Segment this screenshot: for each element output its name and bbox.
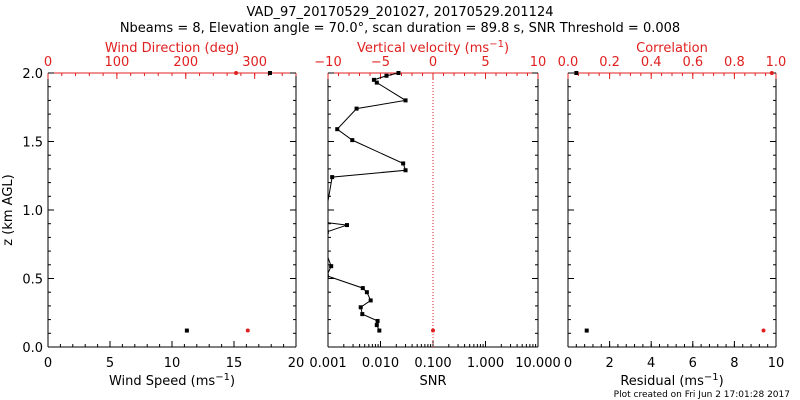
data-point-snr (344, 223, 349, 228)
top-tick-label: −5 (371, 55, 390, 70)
data-point-residual (574, 71, 579, 75)
data-point-snr (358, 305, 363, 310)
x-tick-label: 0.010 (362, 356, 399, 371)
top-tick-label: 0.4 (641, 55, 662, 70)
data-point-snr (360, 312, 365, 317)
top-axis-label: Vertical velocity (ms−1) (357, 39, 509, 56)
data-point-snr (350, 138, 355, 143)
y-tick-label: 1.5 (22, 136, 43, 151)
data-point-residual (584, 328, 589, 333)
data-point-wind-direction (234, 71, 239, 75)
data-point-snr (396, 71, 401, 75)
data-point-wind-speed (267, 71, 272, 75)
data-point-snr (364, 290, 369, 295)
top-axis-label: Wind Direction (deg) (105, 41, 239, 56)
x-tick-label: 6 (689, 356, 697, 371)
top-tick-label: 0 (44, 55, 52, 70)
x-tick-label: 8 (730, 356, 738, 371)
x-tick-label: 10 (164, 356, 181, 371)
top-tick-label: 300 (242, 55, 267, 70)
x-tick-label: 20 (288, 356, 305, 371)
data-point-snr (401, 161, 406, 166)
data-point-snr (330, 175, 335, 180)
x-axis-label: SNR (419, 374, 446, 389)
x-tick-label: 0.001 (309, 356, 346, 371)
data-point-correlation (769, 71, 774, 75)
plot-footer: Plot created on Fri Jun 2 17:01:28 2017 (614, 390, 790, 400)
top-tick-label: 10 (530, 55, 547, 70)
panel-residual-marks (574, 71, 774, 333)
data-point-snr (328, 273, 329, 278)
data-point-vertical-velocity (431, 328, 435, 333)
top-tick-label: 100 (104, 55, 129, 70)
top-tick-label: −10 (314, 55, 341, 70)
x-tick-label: 0 (564, 356, 572, 371)
data-point-snr (324, 249, 328, 253)
data-point-snr (374, 323, 379, 328)
y-tick-label: 0.0 (22, 341, 43, 356)
data-point-snr (324, 241, 328, 245)
x-tick-label: 0 (44, 356, 52, 371)
x-axis-label: Residual (ms−1) (620, 372, 723, 389)
data-point-snr (403, 168, 408, 173)
data-point-snr (360, 286, 365, 291)
top-tick-label: 5 (481, 55, 489, 70)
data-point-snr (403, 98, 408, 103)
x-tick-label: 4 (647, 356, 655, 371)
data-point-wind-speed (184, 328, 189, 333)
panel-vertical-marks (322, 71, 435, 333)
chart-title-line2: Nbeams = 8, Elevation angle = 70.0°, sca… (120, 21, 680, 36)
x-tick-label: 1.000 (467, 356, 504, 371)
top-tick-label: 1.0 (766, 55, 787, 70)
data-point-snr (384, 73, 389, 78)
x-axis-label: Wind Speed (ms−1) (109, 372, 235, 389)
data-point-snr (374, 80, 379, 85)
data-point-correlation (761, 328, 766, 333)
data-point-snr (368, 298, 373, 303)
data-point-snr (371, 77, 376, 82)
y-axis-label: z (km AGL) (1, 174, 16, 245)
y-tick-label: 1.0 (22, 204, 43, 219)
top-tick-label: 0.0 (558, 55, 579, 70)
top-tick-label: 0.2 (599, 55, 620, 70)
data-point-snr (322, 220, 326, 224)
top-tick-label: 0.6 (682, 55, 703, 70)
top-axis-label: Correlation (636, 41, 708, 56)
data-point-snr (335, 127, 340, 132)
top-tick-label: 200 (173, 55, 198, 70)
x-tick-label: 2 (605, 356, 613, 371)
x-tick-label: 5 (106, 356, 114, 371)
x-tick-label: 10 (768, 356, 785, 371)
y-tick-label: 0.5 (22, 273, 43, 288)
x-tick-label: 15 (226, 356, 243, 371)
chart-title-line1: VAD_97_20170529_201027, 20170529.201124 (247, 5, 554, 20)
data-point-wind-direction (245, 328, 250, 333)
data-point-snr (354, 106, 359, 111)
top-tick-label: 0 (429, 55, 437, 70)
x-tick-label: 0.100 (414, 356, 451, 371)
y-tick-label: 2.0 (22, 67, 43, 82)
top-tick-label: 0.8 (724, 55, 745, 70)
x-tick-label: 10.000 (515, 356, 561, 371)
data-point-snr (375, 318, 380, 323)
data-point-snr (329, 264, 334, 269)
data-point-snr (377, 328, 382, 333)
panel-wind-marks (184, 71, 272, 333)
data-point-snr (328, 229, 329, 234)
